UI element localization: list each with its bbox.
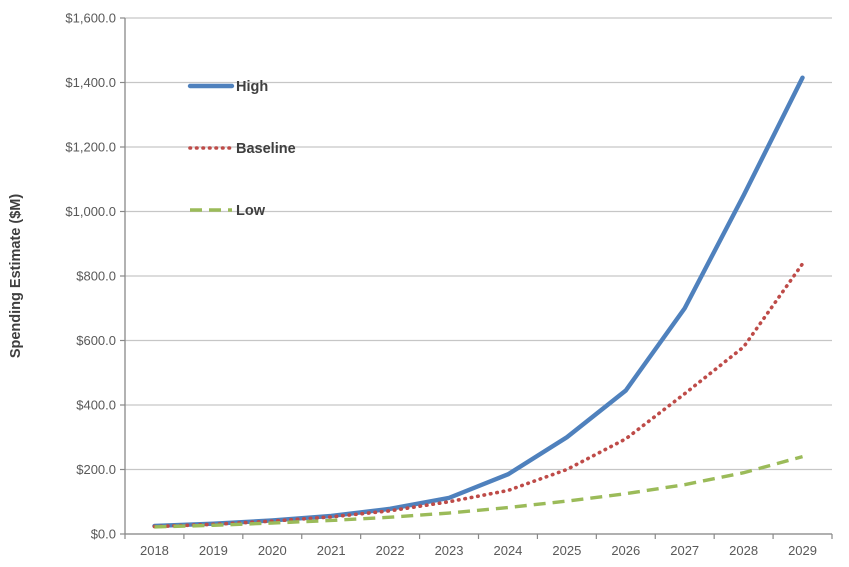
- y-tick-label: $400.0: [76, 398, 116, 413]
- legend-label-low: Low: [236, 203, 266, 219]
- x-tick-label: 2029: [788, 543, 817, 558]
- series-line-baseline: [152, 261, 805, 529]
- y-tick-label: $1,000.0: [65, 204, 116, 219]
- y-tick-label: $800.0: [76, 269, 116, 284]
- y-tick-label: $0.0: [91, 527, 116, 542]
- y-tick-label: $1,200.0: [65, 140, 116, 155]
- y-tick-label: $600.0: [76, 333, 116, 348]
- legend-group: High Baseline Low: [187, 79, 296, 219]
- y-tick-label: $1,400.0: [65, 75, 116, 90]
- x-tick-label: 2025: [552, 543, 581, 558]
- tick-marks-group: [120, 17, 833, 539]
- y-tick-label: $1,600.0: [65, 11, 116, 26]
- series-line-high: [152, 75, 805, 529]
- gridlines-group: [125, 17, 832, 535]
- x-tick-label: 2028: [729, 543, 758, 558]
- x-tick-label: 2023: [435, 543, 464, 558]
- x-tick-label: 2027: [670, 543, 699, 558]
- x-tick-label: 2019: [199, 543, 228, 558]
- legend-label-high: High: [236, 79, 268, 95]
- x-tick-label: 2021: [317, 543, 346, 558]
- x-tick-label: 2018: [140, 543, 169, 558]
- y-axis-tick-labels: $0.0 $200.0 $400.0 $600.0 $800.0 $1,000.0 $1,2…: [65, 11, 116, 542]
- data-series-group: [152, 75, 805, 529]
- x-tick-label: 2026: [611, 543, 640, 558]
- x-tick-label: 2022: [376, 543, 405, 558]
- y-axis-title: Spending Estimate ($M): [8, 194, 24, 359]
- x-axis-tick-labels: 2018 2019 2020 2021 2022 2023 2024 2025 2026 2027…: [140, 543, 817, 558]
- series-line-low: [154, 454, 803, 529]
- legend-label-baseline: Baseline: [236, 141, 296, 157]
- x-tick-label: 2020: [258, 543, 287, 558]
- x-tick-label: 2024: [493, 543, 522, 558]
- y-tick-label: $200.0: [76, 462, 116, 477]
